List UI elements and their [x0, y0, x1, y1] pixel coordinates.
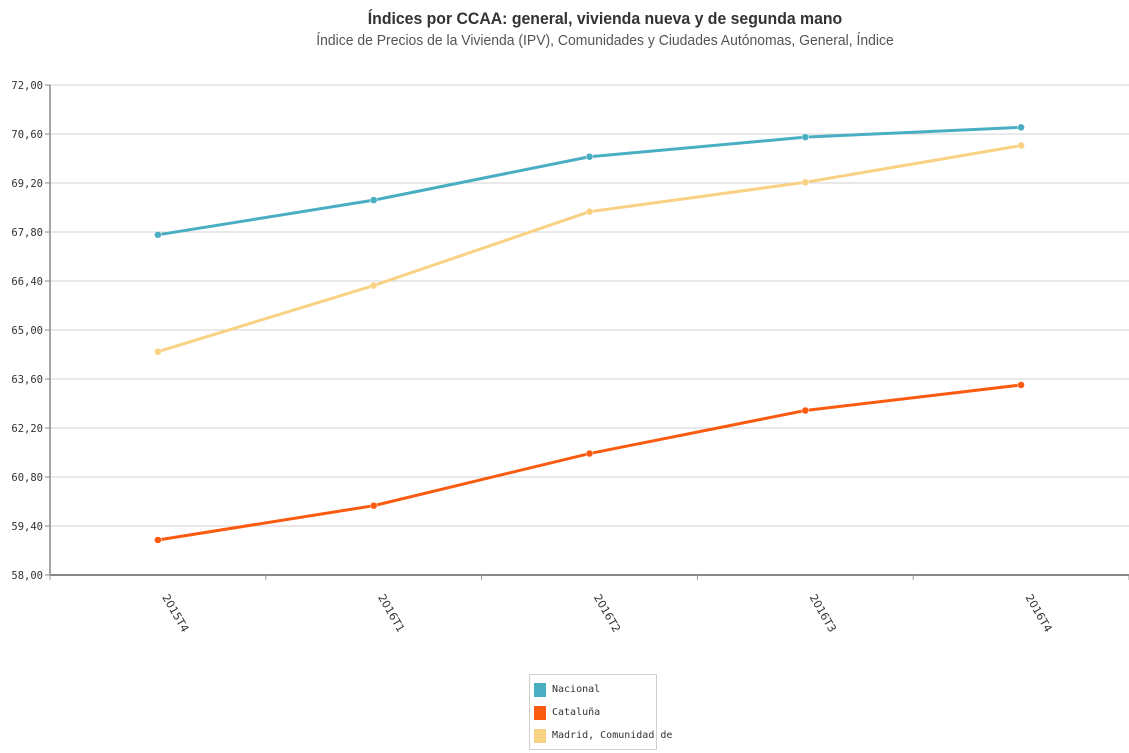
- legend-label-cataluna: Cataluña: [552, 707, 601, 718]
- series-line-1: [157, 383, 1022, 542]
- y-tick-label: 66,40: [11, 276, 43, 288]
- data-point: [585, 153, 594, 161]
- y-tick-label: 62,20: [11, 423, 43, 435]
- data-point: [369, 281, 378, 290]
- y-tick-label: 72,00: [11, 80, 43, 92]
- data-point: [801, 178, 810, 187]
- data-point: [1017, 123, 1025, 132]
- data-point: [585, 449, 594, 458]
- series-line-0: [157, 125, 1022, 237]
- data-point: [154, 231, 162, 239]
- y-tick-label: 67,80: [11, 227, 43, 239]
- data-point: [369, 196, 378, 204]
- chart-subtitle: Índice de Precios de la Vivienda (IPV), …: [316, 32, 894, 49]
- data-point: [369, 501, 378, 510]
- y-tick-label: 60,80: [11, 472, 43, 484]
- legend-label-nacional: Nacional: [552, 684, 601, 695]
- x-tick-label: 2015T4: [159, 592, 191, 635]
- legend-swatch-madrid: [534, 728, 546, 743]
- legend-label-madrid: Madrid, Comunidad de: [552, 730, 673, 741]
- legend-item-cataluna[interactable]: Cataluña: [534, 701, 652, 724]
- legend-item-madrid[interactable]: Madrid, Comunidad de: [534, 724, 672, 747]
- chart-title: Índices por CCAA: general, vivienda nuev…: [367, 9, 843, 28]
- x-tick-label: 2016T2: [591, 592, 623, 635]
- legend-swatch-cataluna: [534, 705, 546, 720]
- data-point: [1017, 141, 1025, 150]
- y-tick-label: 58,00: [11, 570, 43, 582]
- legend-swatch-nacional: [534, 682, 546, 697]
- data-point: [585, 207, 594, 216]
- data-point: [801, 133, 810, 141]
- y-tick-label: 69,20: [11, 178, 43, 190]
- chart-legend: Nacional Cataluña Madrid, Comunidad de: [529, 674, 672, 750]
- y-tick-label: 59,40: [11, 521, 43, 533]
- line-chart: 58,00 59,40 60,80 62,20 63,60 65,00 66,40 67,80…: [11, 80, 1129, 635]
- data-point: [154, 347, 162, 356]
- x-tick-label: 2016T1: [375, 592, 407, 635]
- y-tick-label: 63,60: [11, 374, 43, 386]
- x-tick-label: 2016T4: [1023, 592, 1055, 635]
- data-point: [1017, 381, 1025, 389]
- y-tick-label: 65,00: [11, 325, 43, 337]
- x-tick-label: 2016T3: [807, 592, 839, 635]
- series-line-2: [157, 144, 1022, 354]
- legend-item-nacional[interactable]: Nacional: [534, 678, 652, 701]
- data-point: [154, 536, 162, 544]
- y-tick-label: 70,60: [11, 129, 43, 141]
- data-point: [801, 406, 810, 415]
